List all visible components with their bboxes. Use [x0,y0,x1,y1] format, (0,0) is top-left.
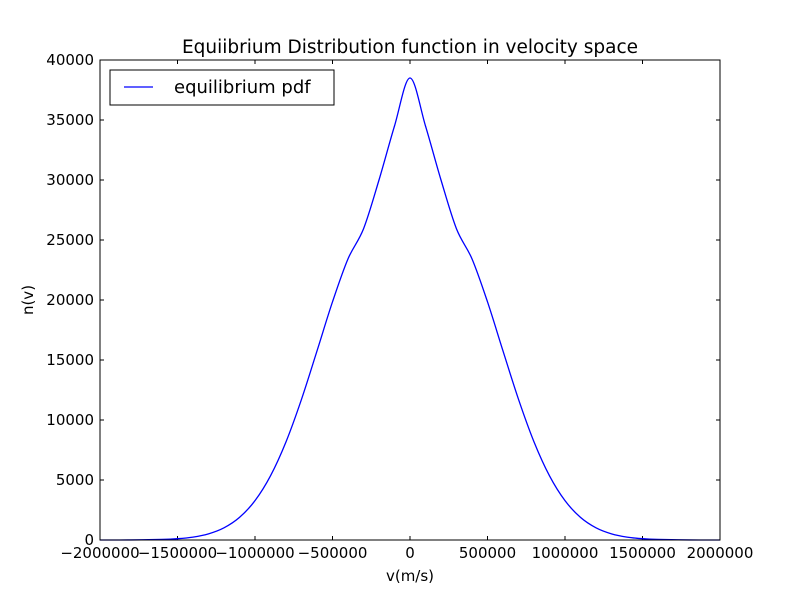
x-tick-label: 2000000 [687,544,754,562]
x-tick-label: −500000 [298,544,368,562]
x-tick-label: 500000 [459,544,516,562]
x-tick-label: −2000000 [60,544,139,562]
x-tick-label: −1000000 [215,544,294,562]
plot-frame [99,59,721,541]
x-tick-label: 0 [405,544,415,562]
y-tick-label: 35000 [46,111,94,129]
plot-background [100,60,720,540]
x-axis-label: v(m/s) [386,567,434,585]
y-tick-label: 15000 [46,351,94,369]
y-tick-label: 0 [84,531,94,549]
chart-title: Equiibrium Distribution function in velo… [182,37,638,58]
y-tick-label: 30000 [46,171,94,189]
y-tick-label: 40000 [46,51,94,69]
x-tick-label: −1500000 [138,544,217,562]
series-line-equilibrium-pdf [99,77,721,541]
y-tick-label: 20000 [46,291,94,309]
x-tick-label: 1000000 [532,544,599,562]
y-tick-label: 10000 [46,411,94,429]
x-tick-label: 1500000 [609,544,676,562]
y-tick-label: 25000 [46,231,94,249]
legend-label: equilibrium pdf [174,77,311,98]
legend: equilibrium pdf [109,69,335,106]
y-tick-label: 5000 [56,471,94,489]
y-axis-label: n(v) [19,285,37,315]
